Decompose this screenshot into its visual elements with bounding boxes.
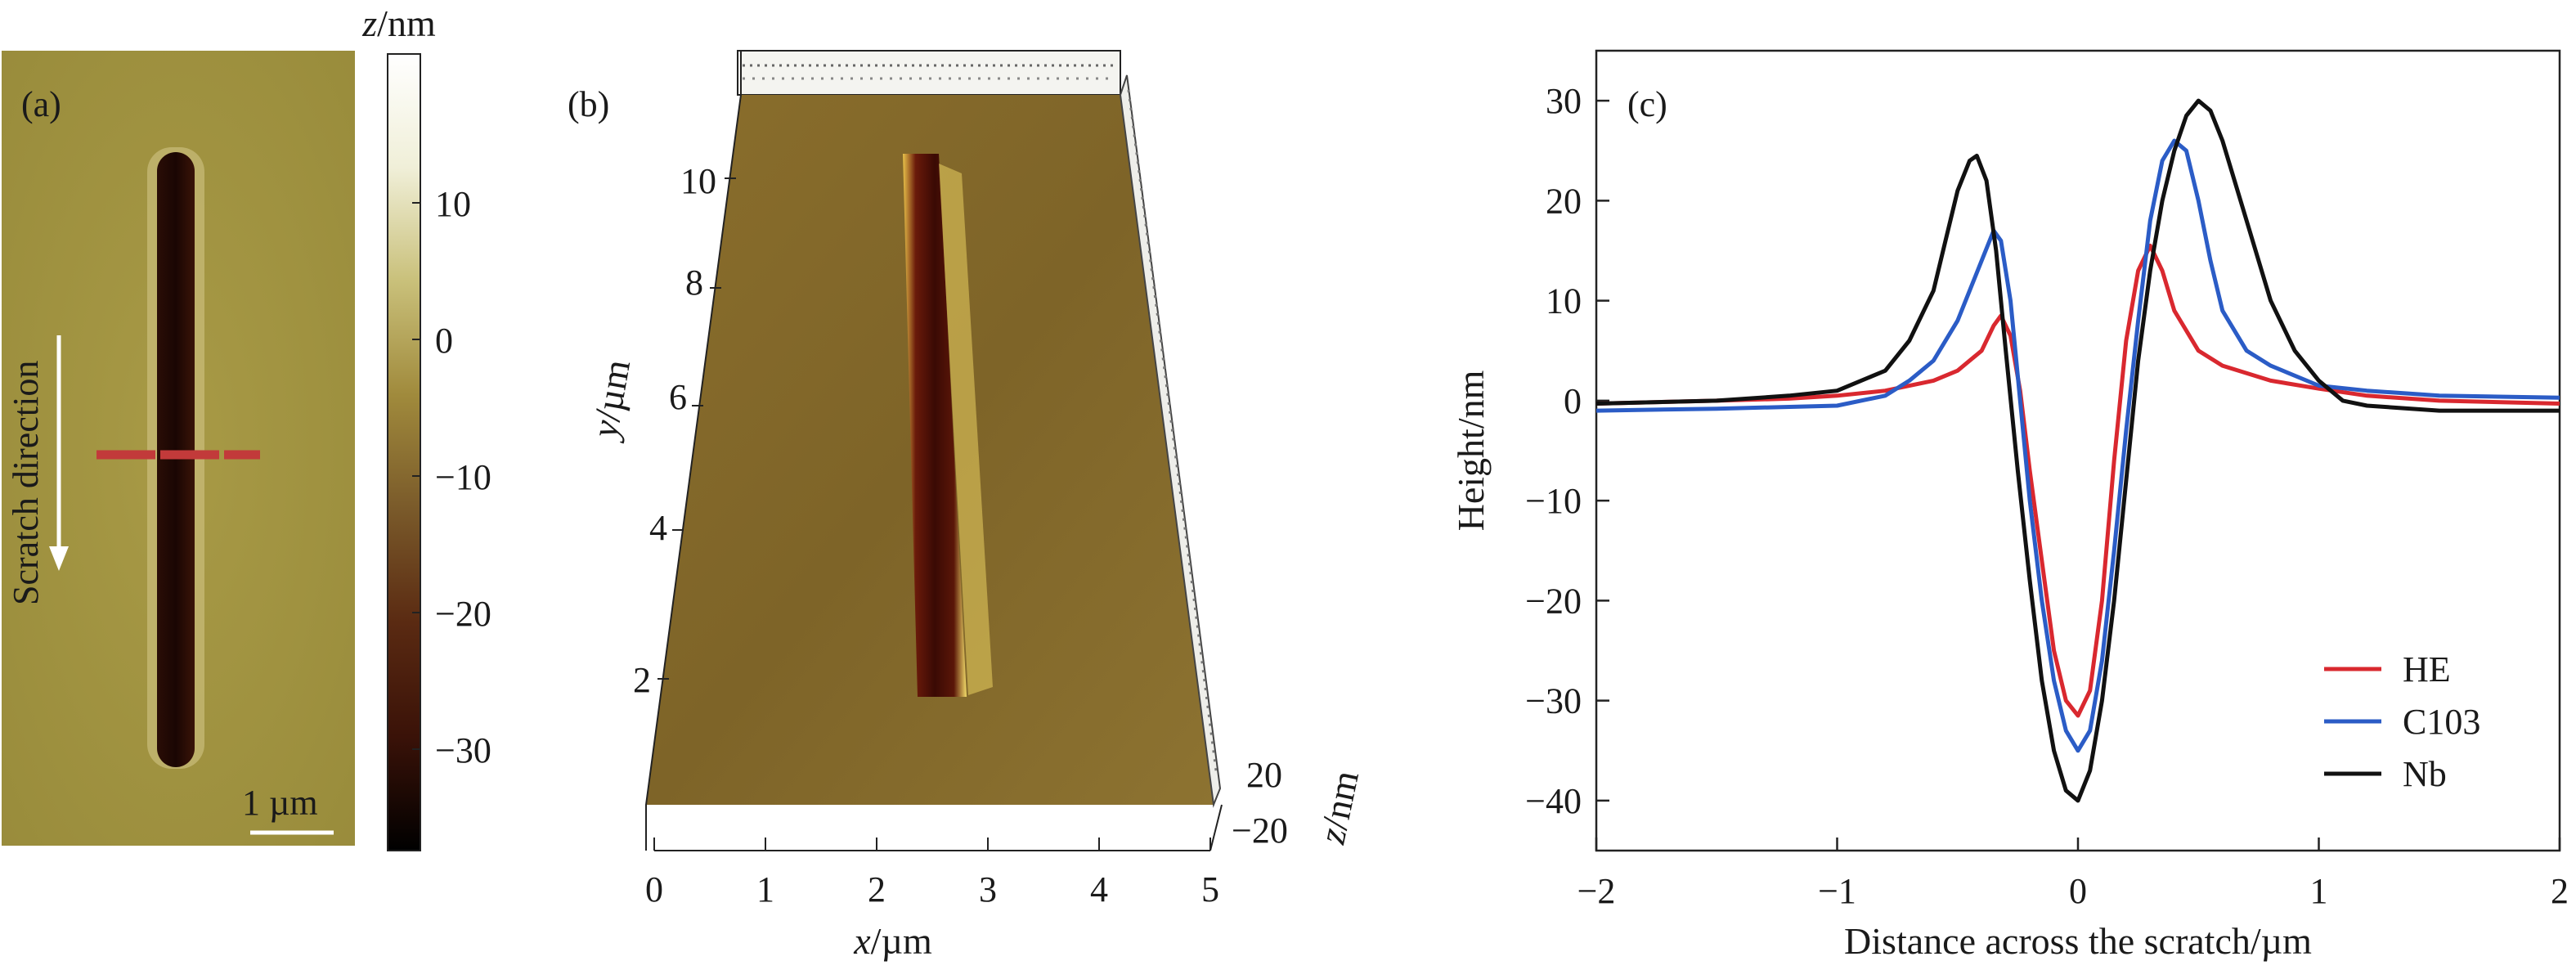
y-tick-label-c: 30 xyxy=(1546,81,1582,121)
x-axis-label-b: x/µm xyxy=(853,920,932,962)
surface-right-dots xyxy=(1127,89,1218,778)
y-tick-b-4: 4 xyxy=(649,508,667,548)
series-line-he xyxy=(1595,243,2560,718)
y-tick-label-c: −40 xyxy=(1525,781,1582,821)
colorbar-tick-0: 0 xyxy=(435,321,453,361)
y-tick-b-2: 2 xyxy=(633,660,651,700)
x-tick-label-c: −2 xyxy=(1577,871,1616,911)
y-tick-label-c: 20 xyxy=(1546,181,1582,221)
panel-a-label: (a) xyxy=(21,84,61,124)
colorbar-tick-marks xyxy=(412,202,420,750)
legend-label-nb: Nb xyxy=(2403,754,2447,794)
direction-arrow-head xyxy=(49,546,69,571)
box-frame-left xyxy=(645,51,742,851)
x-tick-b-4: 4 xyxy=(1090,869,1108,909)
colorbar-bar xyxy=(387,53,421,851)
colorbar-tick-neg30: −30 xyxy=(435,730,491,770)
colorbar-tick-neg10: −10 xyxy=(435,457,491,497)
surface-right-edge xyxy=(1119,74,1222,808)
x-tick-b-2: 2 xyxy=(868,869,886,909)
z-axis-label-b: z/nm xyxy=(1310,767,1367,848)
y-tick-b-6: 6 xyxy=(669,377,687,417)
panel-a: (a) Scratch direction 1 µm xyxy=(2,51,355,846)
box-frame-right xyxy=(1209,804,1223,851)
y-tick-b-8: 8 xyxy=(685,263,703,303)
legend-c: HE C103 Nb xyxy=(2324,649,2480,794)
legend-label-c103: C103 xyxy=(2403,702,2480,742)
scale-bar-label: 1 µm xyxy=(242,783,318,823)
z-tick-b-neg20: −20 xyxy=(1232,811,1288,851)
y-tick-b-10: 10 xyxy=(680,161,716,201)
colorbar-tick-10: 10 xyxy=(435,184,471,224)
surface-top-frame xyxy=(737,50,1121,96)
panel-b-label: (b) xyxy=(568,84,609,124)
scratch-pileup-b xyxy=(939,164,993,695)
x-tick-label-c: 0 xyxy=(2069,871,2087,911)
x-tick-b-5: 5 xyxy=(1201,869,1219,909)
x-tick-label-c: 1 xyxy=(2310,871,2328,911)
y-ticks-c: 30 20 10 0 −10 −20 −30 −40 xyxy=(1525,81,1609,821)
series-line-nb xyxy=(1595,98,2560,803)
y-axis-label-b: y/µm xyxy=(583,357,639,444)
y-tick-label-c: 10 xyxy=(1546,281,1582,321)
x-tick-label-c: −1 xyxy=(1818,871,1856,911)
colorbar: z/nm 10 0 −10 −20 −30 xyxy=(361,2,491,851)
y-tick-label-c: 0 xyxy=(1564,381,1582,421)
x-axis-label-c: Distance across the scratch/µm xyxy=(1844,920,2312,962)
x-tick-label-c: 2 xyxy=(2551,871,2569,911)
colorbar-tick-neg20: −20 xyxy=(435,594,491,634)
legend-label-he: HE xyxy=(2403,649,2451,689)
y-axis-label-c: Height/nm xyxy=(1450,370,1492,531)
panel-b: (b) 0 1 2 3 4 5 x/µm xyxy=(568,50,1367,962)
z-tick-b-20: 20 xyxy=(1246,755,1282,795)
colorbar-title: z/nm xyxy=(361,2,436,44)
scratch-groove-b xyxy=(903,154,967,697)
series-lines-c xyxy=(1595,98,2560,803)
x-ticks-b xyxy=(653,838,1211,851)
scratch-groove-a xyxy=(157,152,195,767)
x-tick-b-3: 3 xyxy=(979,869,997,909)
x-tick-b-1: 1 xyxy=(756,869,774,909)
y-tick-label-c: −20 xyxy=(1525,581,1582,621)
scratch-direction-text: Scratch direction xyxy=(6,361,46,605)
y-ticks-b xyxy=(657,177,736,680)
x-tick-b-0: 0 xyxy=(645,869,663,909)
series-line-c103 xyxy=(1595,138,2560,753)
panel-c-label: (c) xyxy=(1627,84,1667,124)
y-tick-label-c: −10 xyxy=(1525,481,1582,521)
x-ticks-c: −2 −1 0 1 2 xyxy=(1577,838,2569,911)
y-tick-label-c: −30 xyxy=(1525,681,1582,721)
